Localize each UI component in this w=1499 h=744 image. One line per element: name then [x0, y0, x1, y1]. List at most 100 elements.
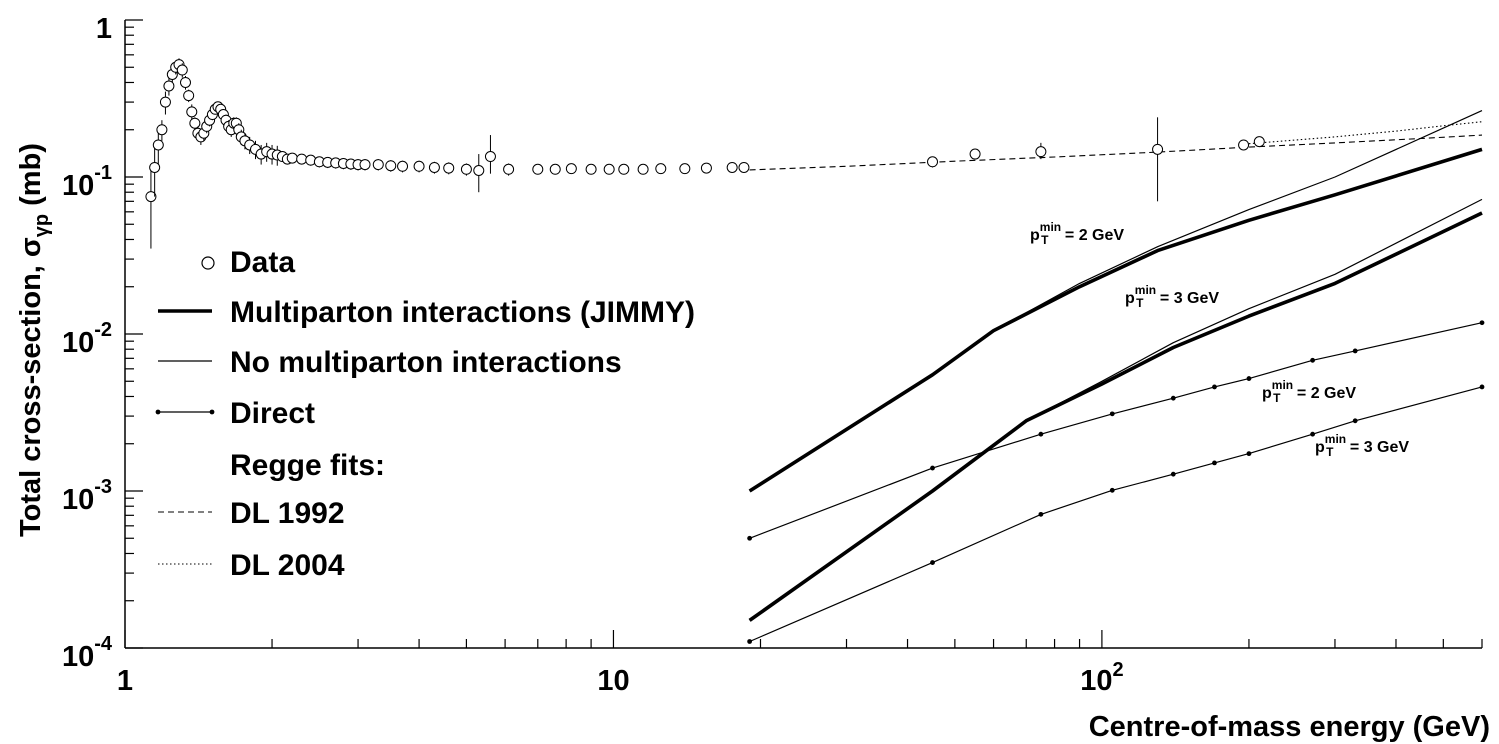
- direct-point: [1352, 348, 1358, 354]
- legend-label: Data: [230, 246, 295, 279]
- data-point: [484, 151, 496, 163]
- direct-point: [1479, 384, 1485, 390]
- x-tick-label: 1: [117, 665, 133, 697]
- data-point: [428, 161, 440, 173]
- legend-item-dl2004: DL 2004: [158, 549, 345, 582]
- data-point: [183, 90, 195, 102]
- legend-label: Direct: [230, 397, 315, 430]
- pt-min-annotation: pmin T = 3 GeV: [1125, 283, 1219, 310]
- legend-item-mpi: Multiparton interactions (JIMMY): [158, 296, 695, 329]
- series-line-thin-3: [749, 198, 1483, 621]
- legend-label: DL 1992: [230, 497, 345, 530]
- data-point: [163, 80, 175, 92]
- data-point: [1253, 136, 1265, 148]
- direct-point: [1246, 451, 1252, 457]
- direct-point: [1352, 418, 1358, 424]
- legend-label: Multiparton interactions (JIMMY): [230, 296, 695, 329]
- data-point: [565, 163, 577, 175]
- data-point: [460, 163, 472, 175]
- data-point: [1238, 139, 1250, 151]
- data-point: [637, 163, 649, 175]
- direct-point: [930, 560, 935, 565]
- legend-marker-data: [201, 256, 215, 270]
- series-line-dotted-7: [1248, 121, 1483, 145]
- y-tick-label: 10-4: [62, 633, 113, 673]
- direct-point: [1170, 471, 1176, 477]
- data-point: [655, 163, 667, 175]
- data-point: [413, 160, 425, 172]
- y-tick-label: 10-3: [62, 476, 112, 516]
- axis-layer: 1 10 102 1 10-1 10-2 10-3 10-4: [62, 13, 1483, 697]
- data-points-layer: [145, 58, 1265, 249]
- x-tick-label: 102: [1080, 659, 1123, 697]
- data-point: [603, 163, 615, 175]
- data-point: [443, 162, 455, 174]
- x-tick-label: 10: [597, 665, 629, 697]
- legend: Data Multiparton interactions (JIMMY) No m…: [155, 246, 695, 582]
- direct-point: [1246, 376, 1252, 381]
- data-point: [679, 163, 691, 175]
- data-point: [618, 163, 630, 175]
- legend-label: DL 2004: [230, 549, 345, 582]
- pt-min-annotation: pmin T = 2 GeV: [1030, 220, 1124, 247]
- data-point: [186, 106, 198, 118]
- direct-point: [1109, 411, 1115, 417]
- data-point: [286, 152, 298, 164]
- direct-point: [930, 465, 935, 471]
- direct-point: [1212, 460, 1217, 466]
- y-axis-title: Total cross-section, σγp (mb): [15, 143, 53, 537]
- legend-item-nompi: No multiparton interactions: [158, 346, 622, 379]
- data-point: [359, 159, 371, 171]
- data-point: [969, 148, 981, 160]
- direct-point: [1212, 384, 1217, 390]
- data-point: [585, 163, 597, 175]
- legend-marker-direct-dot: [209, 409, 215, 415]
- series-line-thin-1: [749, 110, 1483, 492]
- y-tick-label: 10-2: [62, 319, 112, 359]
- data-point: [179, 76, 191, 88]
- series-line-direct-5: [749, 386, 1483, 643]
- data-point: [152, 139, 164, 151]
- data-point: [149, 161, 161, 173]
- direct-point: [1038, 431, 1044, 437]
- pt-min-annotation: pmin T = 2 GeV: [1262, 378, 1356, 405]
- data-point: [503, 163, 515, 175]
- data-point: [1152, 143, 1164, 155]
- data-point: [145, 191, 157, 203]
- data-point: [473, 165, 485, 177]
- data-point: [159, 96, 171, 108]
- data-point: [385, 160, 397, 172]
- y-axis-title-unit: (mb): [15, 143, 47, 214]
- y-tick-label: 10-1: [62, 162, 112, 202]
- data-point: [296, 153, 308, 165]
- legend-label: No multiparton interactions: [230, 346, 622, 379]
- data-point: [1035, 146, 1047, 158]
- series-line-direct-4: [749, 322, 1483, 539]
- direct-point: [1109, 487, 1115, 493]
- direct-point: [1479, 320, 1485, 326]
- data-point: [397, 160, 409, 172]
- y-axis-title-sub: γp: [31, 214, 53, 237]
- data-point: [532, 163, 544, 175]
- data-point: [189, 117, 201, 129]
- direct-point: [1038, 511, 1044, 517]
- data-point: [927, 156, 939, 168]
- pt-min-annotation: pmin T = 3 GeV: [1315, 432, 1409, 459]
- data-point: [176, 64, 188, 76]
- data-point: [156, 124, 168, 136]
- data-point: [549, 163, 561, 175]
- series-line-dashed-6: [749, 134, 1483, 171]
- direct-point: [747, 535, 753, 541]
- direct-point: [1310, 357, 1316, 363]
- annotation-layer: pmin T = 2 GeV pmin T = 3 GeV pmin T = 2 GeV p…: [1030, 220, 1409, 459]
- legend-item-direct: Direct: [155, 397, 315, 430]
- legend-label: Regge fits:: [230, 449, 385, 482]
- legend-item-header: Regge fits:: [230, 449, 385, 482]
- data-point: [700, 162, 712, 174]
- y-tick-label: 1: [96, 13, 112, 45]
- direct-point: [1170, 395, 1176, 401]
- direct-point: [747, 639, 753, 644]
- direct-point: [1310, 431, 1316, 437]
- data-point: [738, 161, 750, 173]
